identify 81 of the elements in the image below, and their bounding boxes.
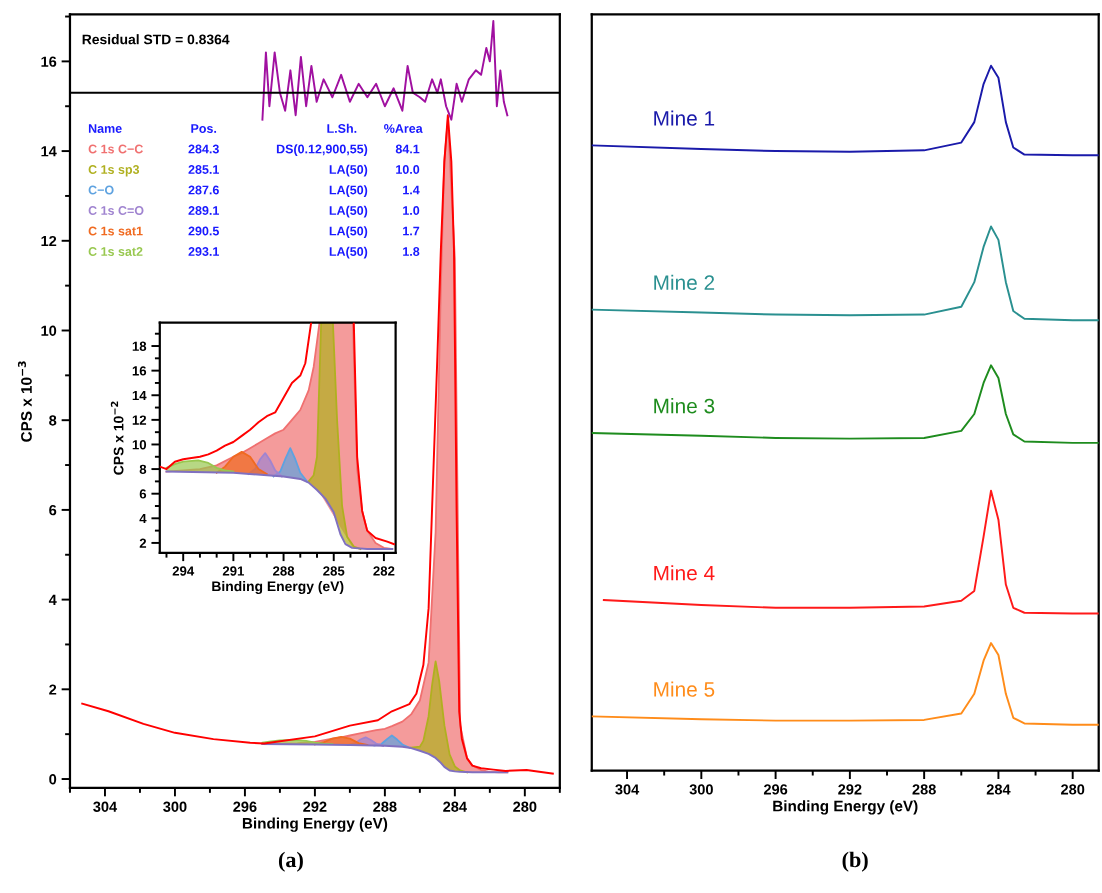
line-series	[81, 114, 554, 775]
annotation: 287.6	[188, 185, 219, 195]
series-label: Mine 4	[654, 565, 715, 581]
x-tick-label: 284	[443, 801, 467, 812]
annotation: 289.1	[188, 206, 219, 215]
y-tick-label: 8	[139, 464, 147, 474]
y-tick-label: 4	[139, 514, 147, 524]
x-tick-label: 296	[763, 784, 788, 795]
y-tick-label: 14	[132, 390, 147, 401]
annotation: Residual STD = 0.8364	[82, 34, 230, 45]
y-tick-label: 6	[139, 489, 147, 499]
annotation: 285.1	[188, 165, 219, 174]
y-tick-label: 12	[132, 415, 147, 425]
annotation: Pos.	[191, 124, 217, 133]
text: (b)	[842, 851, 868, 872]
x-axis-title: Binding Energy (eV)	[212, 581, 344, 595]
y-tick-label: 2	[49, 684, 57, 695]
y-tick-label: 10	[41, 325, 57, 336]
annotation: LA(50)	[329, 246, 368, 259]
line-series	[165, 470, 394, 551]
annotation: 284.3	[188, 144, 219, 154]
x-axis-title: Binding Energy (eV)	[242, 817, 388, 832]
x-tick-label: 284	[986, 784, 1011, 795]
annotation: 290.5	[188, 226, 219, 236]
y-tick-label: 18	[132, 341, 147, 351]
annotation: DS(0.12,900,55)	[276, 144, 368, 156]
x-tick-label: 288	[912, 784, 936, 795]
annotation: 1.8	[403, 247, 420, 256]
x-tick-label: 292	[303, 801, 327, 812]
x-tick-label: 304	[93, 801, 118, 812]
annotation: L.Sh.	[327, 123, 357, 133]
y-tick-label: 4	[48, 594, 57, 605]
y-tick-label: 16	[132, 366, 147, 376]
y-tick-label: 14	[41, 146, 57, 157]
text: C 1s sat1	[88, 226, 143, 236]
text: (a)	[278, 851, 303, 872]
annotation: 1.7	[403, 226, 420, 236]
x-tick-label: 285	[323, 566, 345, 576]
annotation: 84.1	[395, 144, 420, 154]
y-axis-title: CPS x 10$^{−2}$	[110, 401, 124, 475]
text: C 1s C=O	[88, 206, 144, 215]
annotation: LA(50)	[329, 226, 368, 238]
y-tick-label: 8	[49, 415, 57, 426]
annotation: Name	[88, 124, 122, 133]
annotation: LA(50)	[329, 185, 368, 197]
x-tick-label: 280	[513, 801, 537, 812]
x-tick-label: 288	[273, 566, 295, 576]
annotation: 1.4	[403, 185, 420, 195]
annotation: LA(50)	[329, 205, 368, 218]
x-tick-label: 304	[615, 784, 640, 795]
x-tick-label: 280	[1061, 784, 1085, 795]
series-label: Mine 5	[654, 681, 715, 697]
x-tick-label: 300	[163, 801, 187, 812]
text: C 1s sp3	[88, 165, 140, 177]
x-tick-label: 294	[172, 566, 195, 576]
annotation: 293.1	[188, 247, 219, 256]
x-tick-label: 288	[373, 801, 397, 812]
y-tick-label: 10	[132, 440, 147, 450]
y-tick-label: 16	[41, 56, 57, 67]
text: C−O	[88, 185, 114, 195]
series-label: Mine 1	[654, 110, 715, 126]
annotation: %Area	[384, 124, 423, 133]
y-tick-label: 12	[41, 235, 57, 247]
y-tick-label: 6	[49, 505, 57, 516]
x-tick-label: 282	[373, 566, 395, 576]
line-series	[261, 20, 509, 121]
annotation: 10.0	[396, 165, 420, 174]
y-axis-title: CPS x 10$^{−3}$	[17, 361, 32, 442]
x-tick-label: 296	[233, 801, 257, 812]
annotation: 1.0	[403, 206, 420, 215]
x-tick-label: 300	[689, 784, 713, 795]
annotation: LA(50)	[329, 164, 368, 177]
x-axis-title: Binding Energy (eV)	[773, 800, 918, 815]
y-tick-label: 2	[139, 538, 147, 548]
y-tick-label: 0	[49, 774, 57, 785]
x-tick-label: 291	[222, 566, 245, 576]
series-label: Mine 2	[654, 274, 715, 291]
series-label: Mine 3	[654, 398, 715, 414]
text: C 1s C−C	[88, 144, 143, 154]
x-tick-label: 292	[838, 784, 862, 795]
text: C 1s sat2	[88, 247, 143, 256]
